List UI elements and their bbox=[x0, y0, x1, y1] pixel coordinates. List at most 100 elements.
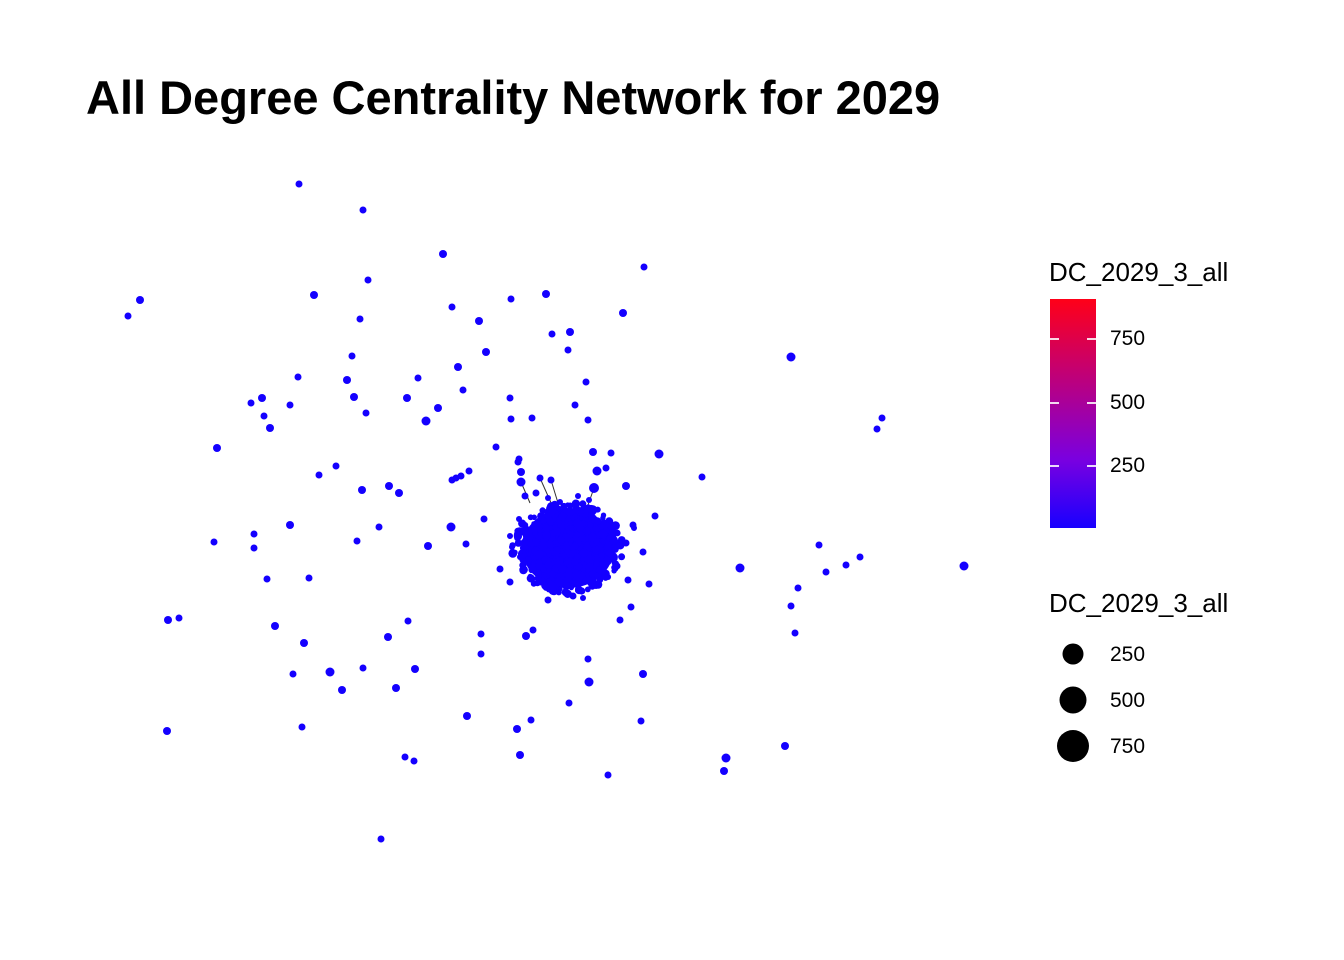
network-node bbox=[454, 363, 462, 371]
cluster-node bbox=[563, 541, 570, 547]
network-node bbox=[616, 616, 624, 624]
cluster-node bbox=[551, 550, 558, 556]
network-node bbox=[424, 542, 432, 550]
cluster-node bbox=[594, 517, 602, 525]
cluster-node bbox=[557, 536, 565, 544]
cluster-node bbox=[598, 529, 608, 539]
network-node bbox=[136, 296, 144, 304]
network-node bbox=[448, 476, 456, 484]
network-node bbox=[575, 493, 581, 499]
cluster-node bbox=[574, 553, 581, 560]
network-node bbox=[448, 303, 456, 311]
cluster-node bbox=[618, 553, 626, 561]
cluster-node bbox=[536, 523, 543, 530]
network-node bbox=[822, 568, 830, 576]
network-node bbox=[213, 444, 221, 452]
network-node bbox=[516, 516, 522, 522]
network-node bbox=[571, 401, 579, 409]
network-node bbox=[359, 206, 367, 214]
network-node bbox=[536, 474, 544, 482]
cluster-node bbox=[574, 531, 581, 538]
cluster-node bbox=[558, 565, 567, 574]
cluster-node bbox=[593, 560, 600, 567]
network-node bbox=[294, 373, 302, 381]
network-node bbox=[358, 486, 366, 494]
network-node bbox=[604, 771, 612, 779]
network-node bbox=[439, 250, 447, 258]
network-node bbox=[260, 412, 268, 420]
network-node bbox=[286, 401, 294, 409]
network-edge bbox=[539, 477, 553, 506]
network-node bbox=[584, 416, 592, 424]
network-node bbox=[698, 473, 706, 481]
cluster-node bbox=[598, 560, 604, 567]
network-node bbox=[411, 665, 419, 673]
network-node bbox=[462, 540, 470, 548]
network-node bbox=[651, 512, 659, 520]
cluster-node bbox=[539, 540, 549, 550]
size-legend-dot-500 bbox=[1059, 686, 1087, 714]
network-node bbox=[457, 472, 465, 480]
network-node bbox=[124, 312, 132, 320]
cluster-node bbox=[546, 540, 554, 548]
cluster-node bbox=[522, 532, 531, 540]
network-node bbox=[856, 553, 864, 561]
cluster-node bbox=[552, 527, 561, 536]
network-node bbox=[622, 539, 630, 547]
network-node bbox=[421, 416, 431, 426]
network-node bbox=[356, 315, 364, 323]
network-node bbox=[258, 394, 266, 402]
cluster-node bbox=[514, 527, 521, 535]
cluster-node bbox=[520, 538, 528, 547]
network-node bbox=[300, 639, 308, 647]
network-node bbox=[410, 757, 418, 765]
cluster-node bbox=[585, 562, 594, 572]
network-node bbox=[547, 476, 555, 484]
network-node bbox=[475, 317, 483, 325]
network-node bbox=[514, 458, 522, 466]
cluster-node bbox=[525, 556, 532, 563]
network-node bbox=[517, 468, 525, 476]
network-node bbox=[271, 622, 279, 630]
network-node bbox=[247, 399, 255, 407]
network-node bbox=[315, 471, 323, 479]
network-node bbox=[517, 554, 523, 560]
network-node bbox=[586, 497, 592, 503]
network-node bbox=[263, 575, 271, 583]
network-node bbox=[542, 290, 550, 298]
network-node bbox=[622, 482, 630, 490]
network-node bbox=[298, 723, 306, 731]
cluster-node bbox=[558, 556, 564, 562]
cluster-node bbox=[563, 507, 570, 515]
network-node bbox=[720, 767, 728, 775]
network-node bbox=[781, 742, 789, 750]
cluster-node bbox=[565, 502, 571, 508]
network-node bbox=[250, 544, 258, 552]
network-node bbox=[392, 684, 400, 692]
network-node bbox=[465, 467, 473, 475]
network-node bbox=[607, 449, 615, 457]
network-node bbox=[414, 374, 422, 382]
network-node bbox=[613, 562, 621, 570]
network-node bbox=[289, 670, 297, 678]
network-node bbox=[362, 409, 370, 417]
network-node bbox=[353, 537, 361, 545]
network-node bbox=[548, 330, 556, 338]
cluster-node bbox=[584, 586, 591, 593]
network-node bbox=[735, 563, 745, 573]
network-node bbox=[527, 716, 535, 724]
network-node bbox=[364, 276, 372, 284]
cluster-node bbox=[607, 523, 615, 530]
network-node bbox=[509, 544, 515, 550]
network-node bbox=[589, 448, 597, 456]
color-legend-label-250: 250 bbox=[1110, 454, 1146, 477]
network-node bbox=[507, 533, 513, 539]
cluster-node bbox=[562, 581, 571, 590]
network-node bbox=[463, 712, 471, 720]
network-node bbox=[569, 592, 577, 600]
cluster-node bbox=[555, 589, 562, 596]
color-legend-label-750: 750 bbox=[1110, 327, 1146, 350]
cluster-node bbox=[535, 550, 544, 559]
cluster-node bbox=[584, 528, 591, 535]
network-node bbox=[959, 561, 969, 571]
